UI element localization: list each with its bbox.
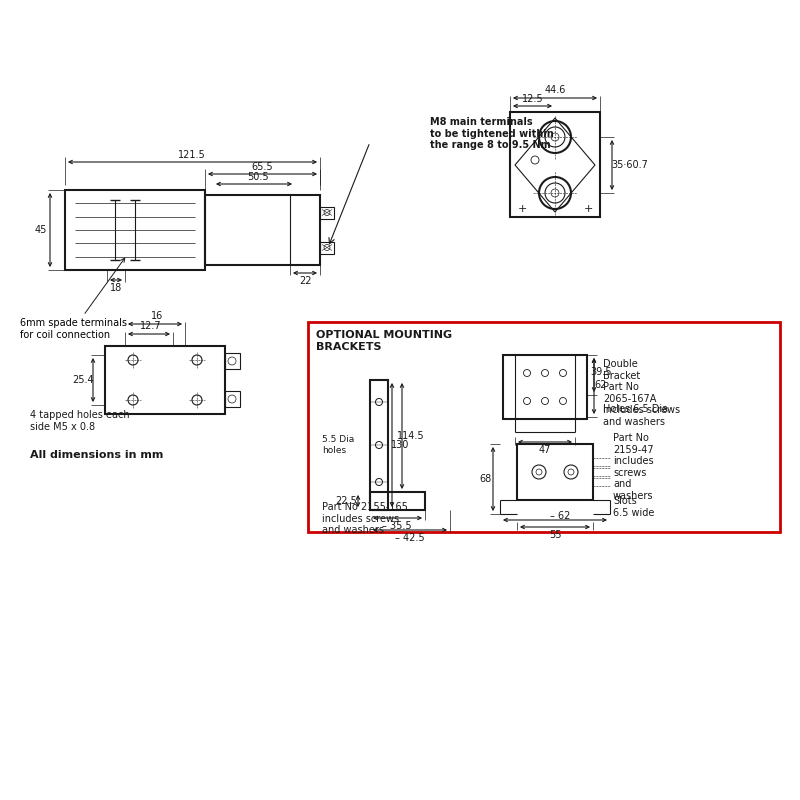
Text: 16: 16: [151, 311, 163, 321]
Text: 12.5: 12.5: [522, 94, 544, 104]
Text: 39.5: 39.5: [590, 367, 612, 377]
Bar: [503, 355, 587, 419]
Text: OPTIONAL MOUNTING
BRACKETS: OPTIONAL MOUNTING BRACKETS: [316, 330, 452, 352]
Text: Part No
2159-47
includes
screws
and
washers: Part No 2159-47 includes screws and wash…: [613, 433, 654, 501]
Text: Holes 6.5 Dia: Holes 6.5 Dia: [603, 404, 668, 414]
Text: 62: 62: [595, 380, 607, 390]
Text: 65.5: 65.5: [251, 162, 273, 172]
Text: 45: 45: [35, 225, 47, 235]
Text: 68: 68: [479, 474, 491, 484]
Text: – 35.5: – 35.5: [382, 521, 412, 531]
Text: 44.6: 44.6: [544, 85, 566, 95]
Text: – 62: – 62: [550, 511, 570, 521]
Text: 18: 18: [110, 283, 122, 293]
Bar: [517, 444, 593, 500]
Text: 114.5: 114.5: [397, 431, 425, 441]
Text: +: +: [583, 204, 593, 214]
Text: 12.7: 12.7: [140, 321, 162, 331]
Text: – 42.5: – 42.5: [395, 533, 425, 543]
Bar: [308, 322, 780, 532]
Text: 6mm spade terminals
for coil connection: 6mm spade terminals for coil connection: [20, 258, 127, 340]
Text: 50.5: 50.5: [247, 172, 269, 182]
Text: 55: 55: [549, 530, 562, 540]
Bar: [65, 190, 205, 270]
Text: All dimensions in mm: All dimensions in mm: [30, 450, 163, 460]
Text: 4 tapped holes each
side M5 x 0.8: 4 tapped holes each side M5 x 0.8: [30, 410, 130, 432]
Text: Part No 2155-165
includes screws
and washers: Part No 2155-165 includes screws and was…: [322, 502, 408, 535]
Bar: [225, 391, 240, 407]
Text: 130: 130: [391, 440, 409, 450]
Text: Double
Bracket
Part No
2065-167A
includes screws
and washers: Double Bracket Part No 2065-167A include…: [603, 359, 680, 427]
Text: +: +: [518, 204, 526, 214]
Text: 121.5: 121.5: [178, 150, 206, 160]
Bar: [225, 353, 240, 369]
Text: 25.4: 25.4: [72, 375, 94, 385]
Text: 22.5: 22.5: [335, 496, 357, 506]
Bar: [370, 380, 388, 510]
Text: Slots
6.5 wide: Slots 6.5 wide: [613, 496, 654, 518]
Text: 47: 47: [539, 445, 551, 455]
Bar: [320, 242, 334, 254]
Bar: [205, 195, 320, 265]
Text: M8 main terminals
to be tightened within
the range 8 to 9.5 Nm: M8 main terminals to be tightened within…: [430, 117, 554, 150]
Bar: [370, 492, 425, 510]
Bar: [510, 112, 600, 217]
Bar: [105, 346, 225, 414]
Text: 22: 22: [298, 276, 311, 286]
Bar: [320, 206, 334, 218]
Text: 35·60.7: 35·60.7: [611, 160, 649, 170]
Text: 5.5 Dia
holes: 5.5 Dia holes: [322, 435, 354, 454]
